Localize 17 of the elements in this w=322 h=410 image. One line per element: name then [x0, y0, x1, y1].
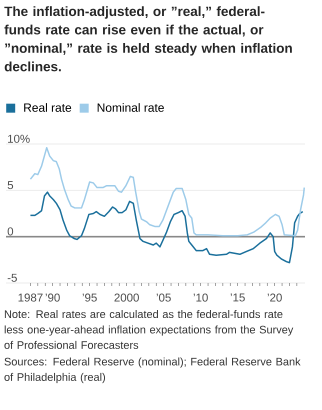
x-tick-label: ’05: [156, 294, 171, 302]
source-note: Sources: Federal Reserve (nominal); Federal Reserve Bank of Philadelphia (real): [4, 357, 301, 384]
text: Note: Real rates are calculated as the federal-funds rate less one-year-ahead inflation expectations from the Survey of Professional Forecasters: [4, 310, 294, 349]
y-tick-label: 10%: [8, 134, 30, 143]
legend-label: Real rate: [24, 103, 72, 112]
x-tick-label: 2000: [114, 294, 139, 302]
x-tick-label: ’10: [194, 294, 208, 302]
y-tick-label: 0: [8, 227, 14, 236]
legend-label: Nominal rate: [98, 103, 164, 112]
x-tick-label: ’15: [230, 294, 245, 302]
y-tick-label: 5: [8, 181, 14, 190]
x-tick-label: ’20: [268, 294, 282, 302]
y-tick-label: -5: [8, 274, 17, 282]
x-tick-label: ’95: [82, 294, 97, 302]
x-tick-label: 1987: [18, 294, 43, 302]
chart-title: The inflation-adjusted, or ”real,” federal-funds rate can rise even if the actual, or ”nominal,” rate is held steady when inflation declines.: [4, 6, 292, 72]
x-tick-label: ’90: [46, 294, 60, 302]
